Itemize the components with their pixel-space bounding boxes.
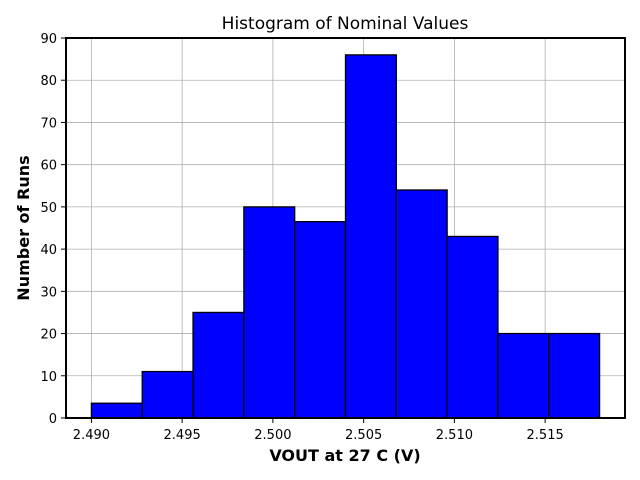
y-tick-label: 20 bbox=[40, 328, 57, 343]
y-tick-label: 50 bbox=[40, 201, 57, 216]
y-tick-label: 80 bbox=[40, 74, 57, 89]
y-tick-label: 0 bbox=[49, 412, 57, 427]
y-tick-label: 70 bbox=[40, 116, 57, 131]
y-axis-label: Number of Runs bbox=[14, 155, 33, 300]
histogram-bar bbox=[446, 235, 499, 419]
y-tick-label: 10 bbox=[40, 370, 57, 385]
y-axis-ticks: 0 10 20 30 40 50 60 70 80 90 bbox=[40, 32, 66, 427]
x-tick-label: 2.515 bbox=[527, 428, 564, 443]
x-tick-label: 2.495 bbox=[164, 428, 201, 443]
x-tick-label: 2.510 bbox=[436, 428, 473, 443]
y-tick-label: 30 bbox=[40, 285, 57, 300]
histogram-bar bbox=[294, 221, 347, 419]
histogram-bar bbox=[141, 370, 194, 419]
x-axis-label: VOUT at 27 C (V) bbox=[269, 446, 420, 465]
y-tick-label: 90 bbox=[40, 32, 57, 47]
histogram-bars bbox=[90, 54, 601, 419]
histogram-bar bbox=[395, 189, 448, 419]
histogram-bar bbox=[90, 402, 143, 419]
x-axis-ticks: 2.490 2.495 2.500 2.505 2.510 2.515 bbox=[73, 418, 564, 443]
chart-title: Histogram of Nominal Values bbox=[222, 14, 469, 34]
x-tick-label: 2.500 bbox=[254, 428, 291, 443]
histogram-bar bbox=[497, 332, 550, 419]
x-tick-label: 2.505 bbox=[345, 428, 382, 443]
histogram-bar bbox=[192, 311, 245, 419]
histogram-bar bbox=[548, 332, 601, 419]
y-tick-label: 40 bbox=[40, 243, 57, 258]
plot-frame bbox=[65, 37, 626, 419]
x-tick-label: 2.490 bbox=[73, 428, 110, 443]
y-tick-label: 60 bbox=[40, 159, 57, 174]
histogram-bar bbox=[344, 54, 397, 419]
histogram-bar bbox=[243, 206, 296, 419]
